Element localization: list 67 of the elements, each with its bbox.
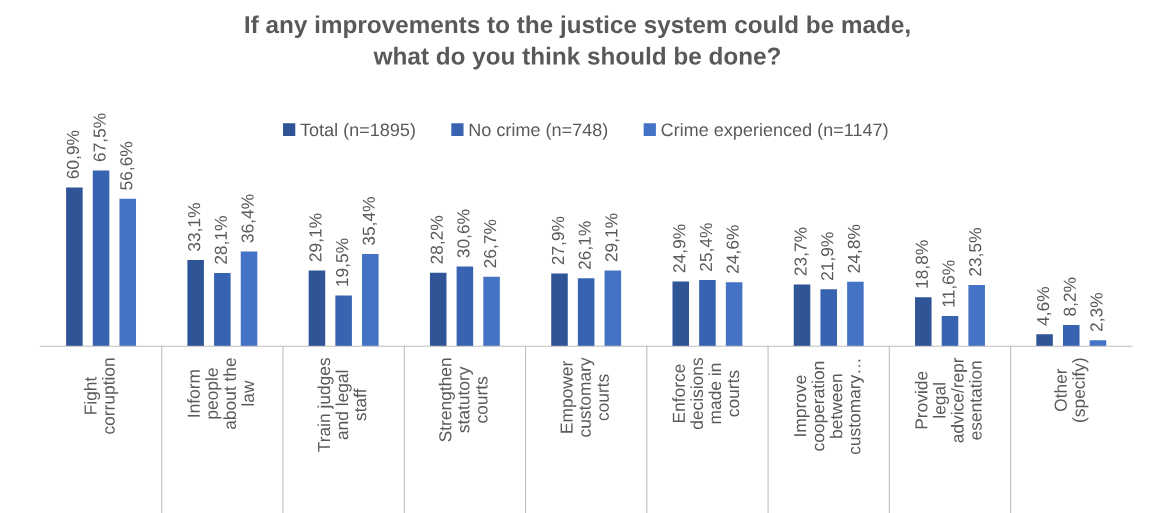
bar <box>483 276 500 347</box>
data-label: 18,8% <box>915 240 931 288</box>
bar <box>119 198 137 347</box>
data-label: 28,1% <box>214 216 230 264</box>
data-label: 27,9% <box>551 216 567 265</box>
bar <box>92 170 110 347</box>
x-tick-label: Empower customary courts <box>560 357 609 437</box>
x-tick-label: Provide legal advice/repr esentation <box>914 357 982 443</box>
data-label: 21,9% <box>821 232 836 280</box>
bar <box>793 284 811 347</box>
bar <box>725 282 743 347</box>
bar <box>1089 340 1107 347</box>
bar <box>577 278 595 347</box>
bar <box>672 281 690 347</box>
bar <box>1062 324 1080 347</box>
data-label: 24,9% <box>673 224 688 273</box>
data-label: 67,5% <box>93 113 108 162</box>
data-label: 28,2% <box>430 215 445 264</box>
data-label: 29,1% <box>309 213 324 262</box>
bar <box>214 273 231 347</box>
bar <box>66 187 83 347</box>
bar <box>699 280 716 347</box>
data-label: 23,5% <box>969 228 984 276</box>
data-label: 25,4% <box>699 223 715 271</box>
legend-label: Crime experienced (n=1147) <box>661 122 888 140</box>
data-label: 26,7% <box>483 219 499 268</box>
legend-label: No crime (n=748) <box>469 122 608 140</box>
data-label: 26,1% <box>578 221 593 270</box>
bar <box>915 297 932 347</box>
bar <box>820 289 837 347</box>
bar <box>551 273 568 347</box>
x-tick-label: Inform people about the law <box>187 358 255 430</box>
x-tick-label: Train judges and legal staff <box>317 358 367 452</box>
bar <box>240 251 258 347</box>
bar <box>187 260 204 347</box>
data-label: 24,8% <box>847 224 863 273</box>
bar <box>362 254 379 347</box>
data-label: 24,6% <box>726 225 741 273</box>
data-label: 56,6% <box>120 141 135 190</box>
data-label: 11,6% <box>942 260 957 307</box>
x-tick-label: Strengthen statutory courts <box>438 358 488 442</box>
data-label: 29,1% <box>605 213 620 262</box>
bar <box>1036 334 1053 347</box>
legend-label: Total (n=1895) <box>300 122 415 140</box>
x-tick-label: Other (specify) <box>1054 358 1089 422</box>
bar <box>335 295 352 347</box>
data-label: 2,3% <box>1090 292 1105 332</box>
data-label: 8,2% <box>1063 277 1078 316</box>
data-label: 36,4% <box>241 194 256 243</box>
bar <box>604 270 622 347</box>
x-tick-label: Improve cooperation between customary… <box>794 359 864 455</box>
data-label: 35,4% <box>362 197 377 246</box>
data-label: 60,9% <box>66 130 82 179</box>
bar <box>456 266 474 347</box>
data-label: 30,6% <box>457 209 472 258</box>
bar <box>429 272 447 347</box>
data-label: 23,7% <box>794 227 809 276</box>
bar <box>308 270 326 347</box>
data-label: 4,6% <box>1036 287 1052 326</box>
data-label: 33,1% <box>188 203 203 252</box>
data-label: 19,5% <box>335 238 351 286</box>
chart-title: If any improvements to the justice system could be made, what do you think should be done? <box>245 15 910 70</box>
x-tick-label: Fight corruption <box>83 358 119 434</box>
bar <box>847 281 864 347</box>
bar <box>941 316 959 347</box>
x-tick-label: Enforce decisions made in courts <box>672 358 740 430</box>
bar <box>968 285 985 347</box>
